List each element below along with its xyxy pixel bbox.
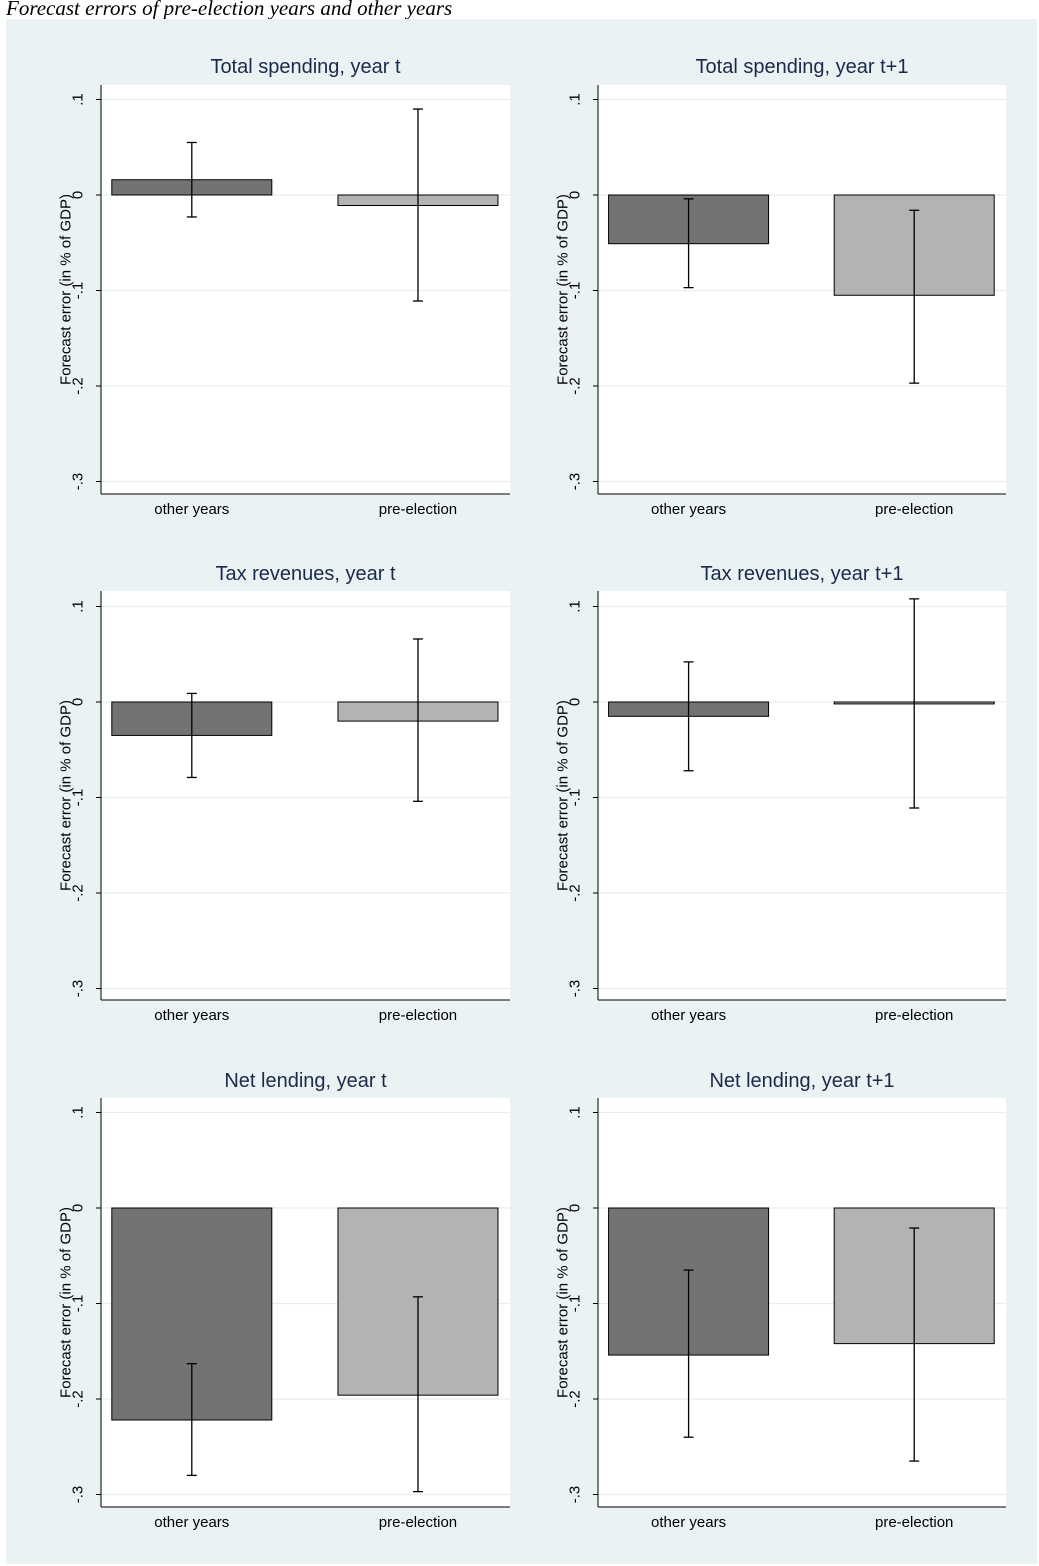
category-label: pre-election <box>379 1007 457 1024</box>
y-tick-label: .1 <box>70 1106 87 1119</box>
y-tick-label: -.2 <box>567 884 584 902</box>
y-tick-label: -.2 <box>567 1390 584 1408</box>
y-tick-label: -.1 <box>70 1295 87 1313</box>
category-label: other years <box>651 1514 726 1531</box>
category-label: pre-election <box>379 1514 457 1531</box>
chart-panel-6: .1 0 -.1 -.2 -.3 Net lending, year t+1 Forecas… <box>555 1070 1006 1531</box>
category-label: pre-election <box>875 1007 953 1024</box>
chart-panel-1: .1 0 -.1 -.2 -.3 Total spending, year t Foreca… <box>58 56 510 518</box>
category-label: other years <box>154 1007 229 1024</box>
y-tick-label: -.3 <box>567 980 584 998</box>
y-tick-label: -.1 <box>567 789 584 807</box>
plot-area <box>598 591 1006 1000</box>
y-tick-label: 0 <box>567 191 584 199</box>
chart-title: Total spending, year t <box>210 56 401 78</box>
y-axis-label: Forecast error (in % of GDP) <box>555 700 572 891</box>
category-label: pre-election <box>875 501 953 518</box>
y-tick-label: -.2 <box>70 884 87 902</box>
y-tick-label: 0 <box>567 1204 584 1212</box>
y-tick-label: 0 <box>70 1204 87 1212</box>
chart-title: Net lending, year t <box>224 1070 387 1092</box>
y-tick-label: -.2 <box>70 1390 87 1408</box>
y-tick-label: .1 <box>70 600 87 613</box>
y-axis-label: Forecast error (in % of GDP) <box>58 194 75 385</box>
y-axis-label: Forecast error (in % of GDP) <box>555 194 572 385</box>
category-label: other years <box>154 501 229 518</box>
y-tick-label: -.3 <box>70 473 87 491</box>
y-tick-label: 0 <box>567 698 584 706</box>
y-tick-label: -.1 <box>70 282 87 300</box>
y-tick-label: .1 <box>567 600 584 613</box>
chart-panel-3: .1 0 -.1 -.2 -.3 Tax revenues, year t Forecast… <box>58 563 510 1024</box>
y-tick-label: .1 <box>567 93 584 106</box>
y-tick-label: .1 <box>567 1106 584 1119</box>
y-tick-label: -.3 <box>70 1486 87 1504</box>
plot-area <box>101 591 510 1000</box>
category-label: pre-election <box>379 501 457 518</box>
y-tick-label: -.3 <box>70 980 87 998</box>
y-tick-label: -.3 <box>567 473 584 491</box>
plot-area <box>101 85 510 494</box>
chart-title: Net lending, year t+1 <box>709 1070 894 1092</box>
chart-panel-4: .1 0 -.1 -.2 -.3 Tax revenues, year t+1 Foreca… <box>555 563 1006 1024</box>
y-axis-label: Forecast error (in % of GDP) <box>58 700 75 891</box>
chart-panel-2: .1 0 -.1 -.2 -.3 Total spending, year t+1 Fore… <box>555 56 1006 518</box>
y-tick-label: -.3 <box>567 1486 584 1504</box>
chart-title: Total spending, year t+1 <box>696 56 909 78</box>
category-label: pre-election <box>875 1514 953 1531</box>
chart-title: Tax revenues, year t <box>215 563 396 585</box>
y-tick-label: -.1 <box>567 282 584 300</box>
y-tick-label: -.2 <box>70 377 87 395</box>
category-label: other years <box>154 1514 229 1531</box>
category-label: other years <box>651 1007 726 1024</box>
y-axis-label: Forecast error (in % of GDP) <box>58 1207 75 1398</box>
y-tick-label: -.1 <box>70 789 87 807</box>
y-tick-label: -.2 <box>567 377 584 395</box>
y-tick-label: 0 <box>70 698 87 706</box>
chart-title: Tax revenues, year t+1 <box>701 563 904 585</box>
chart-panel-5: .1 0 -.1 -.2 -.3 Net lending, year t Forecast … <box>58 1070 510 1531</box>
y-tick-label: .1 <box>70 93 87 106</box>
y-axis-label: Forecast error (in % of GDP) <box>555 1207 572 1398</box>
figure-caption: Forecast errors of pre-election years an… <box>6 0 453 20</box>
y-tick-label: -.1 <box>567 1295 584 1313</box>
y-tick-label: 0 <box>70 191 87 199</box>
category-label: other years <box>651 501 726 518</box>
